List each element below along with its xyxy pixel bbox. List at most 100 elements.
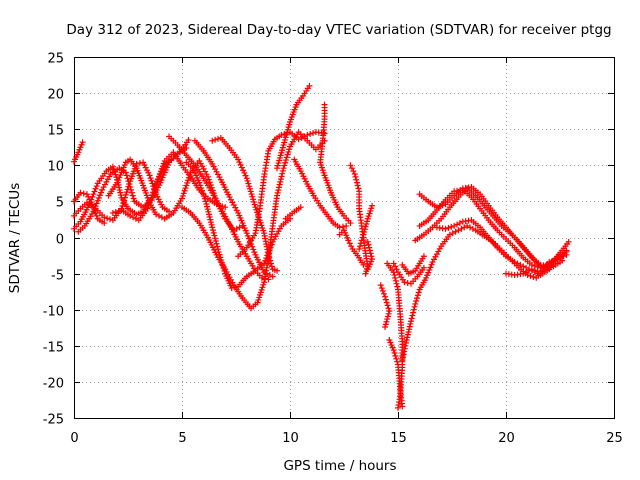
- data-point: [451, 222, 458, 229]
- data-point: [267, 260, 274, 267]
- data-point: [406, 323, 413, 330]
- data-point: [408, 315, 415, 322]
- data-point: [351, 170, 358, 177]
- data-point: [150, 189, 157, 196]
- data-point: [393, 280, 400, 287]
- data-point: [277, 176, 284, 183]
- data-point: [92, 185, 99, 192]
- data-point: [394, 283, 401, 290]
- data-point: [354, 182, 361, 189]
- data-point: [410, 306, 417, 313]
- y-tick-label: -15: [43, 341, 64, 356]
- y-tick-label: -20: [43, 377, 64, 392]
- data-point: [261, 260, 268, 267]
- data-point: [209, 137, 216, 144]
- data-point: [101, 220, 108, 227]
- data-point: [281, 162, 288, 169]
- data-point: [121, 197, 128, 204]
- data-point: [307, 131, 314, 138]
- data-point: [210, 229, 217, 236]
- data-point: [115, 208, 122, 215]
- data-point: [395, 404, 401, 411]
- data-point: [409, 312, 416, 319]
- data-point: [148, 194, 155, 201]
- data-point: [355, 185, 362, 192]
- data-point: [353, 179, 360, 186]
- data-point: [384, 313, 391, 320]
- data-point: [565, 238, 572, 245]
- data-point: [278, 173, 285, 180]
- data-point: [442, 225, 449, 232]
- data-point: [250, 246, 257, 253]
- x-tick-label: 25: [606, 431, 623, 446]
- data-point: [215, 135, 221, 142]
- data-point: [183, 144, 190, 151]
- data-point: [367, 250, 374, 257]
- data-point: [209, 224, 216, 231]
- data-point: [249, 193, 256, 200]
- x-tick-labels: 0 5 10 15 20 25: [70, 431, 622, 446]
- data-point: [347, 162, 354, 169]
- data-point: [392, 274, 399, 281]
- data-point: [123, 172, 130, 179]
- data-point: [352, 173, 359, 180]
- data-point: [282, 159, 289, 166]
- y-tick-labels: -25 -20 -15 -10 -5 0 5 10 15 20 25: [43, 52, 64, 428]
- data-point: [98, 189, 104, 196]
- data-point: [439, 202, 446, 209]
- data-point: [363, 221, 370, 228]
- data-point: [274, 189, 281, 196]
- data-point: [392, 263, 399, 270]
- data-point: [119, 202, 126, 209]
- data-point: [528, 266, 535, 273]
- data-point: [204, 173, 211, 180]
- y-tick-label: -25: [43, 413, 64, 428]
- data-point: [249, 243, 256, 250]
- data-point: [382, 293, 389, 300]
- data-point: [361, 228, 368, 235]
- data-point: [90, 191, 97, 198]
- data-point: [433, 204, 440, 211]
- data-point: [402, 342, 409, 349]
- data-point: [132, 215, 139, 222]
- data-point: [245, 180, 252, 187]
- data-point: [393, 266, 400, 273]
- data-point: [392, 352, 399, 359]
- data-point: [362, 223, 369, 230]
- data-point: [378, 285, 385, 292]
- data-point: [212, 238, 219, 245]
- data-point: [358, 237, 365, 244]
- data-point: [401, 345, 408, 352]
- data-point: [282, 157, 289, 164]
- data-point: [125, 183, 132, 190]
- data-point: [413, 298, 420, 305]
- data-point: [454, 221, 461, 228]
- data-point: [243, 230, 250, 237]
- grid: [74, 57, 614, 418]
- data-point: [399, 354, 406, 361]
- data-point: [452, 228, 459, 235]
- y-tick-label: 20: [47, 88, 64, 103]
- data-point: [279, 167, 286, 174]
- data-point: [531, 267, 538, 274]
- data-point: [266, 272, 273, 279]
- data-point: [274, 267, 281, 274]
- data-point: [391, 350, 398, 357]
- data-point: [267, 257, 274, 264]
- data-point: [426, 266, 433, 273]
- data-point: [233, 225, 240, 232]
- data-point: [277, 178, 284, 185]
- data-point: [197, 182, 204, 189]
- data-point: [527, 273, 534, 280]
- data-point: [365, 241, 372, 248]
- data-point: [386, 308, 393, 315]
- data-point: [399, 357, 406, 364]
- data-point: [276, 181, 283, 188]
- data-point: [391, 272, 398, 279]
- y-tick-label: 15: [47, 124, 64, 139]
- data-point: [404, 334, 411, 341]
- y-axis-label: SDTVAR / TECUs: [7, 183, 23, 293]
- data-point: [80, 190, 87, 197]
- y-tick-label: 0: [56, 233, 64, 248]
